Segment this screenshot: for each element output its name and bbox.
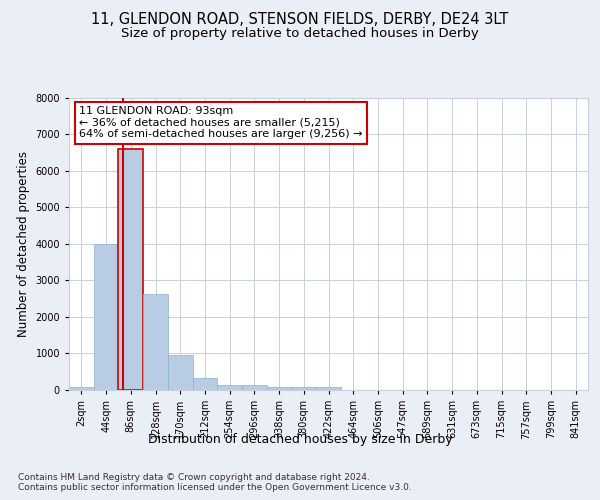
Text: 11, GLENDON ROAD, STENSON FIELDS, DERBY, DE24 3LT: 11, GLENDON ROAD, STENSON FIELDS, DERBY,… xyxy=(91,12,509,28)
Text: Distribution of detached houses by size in Derby: Distribution of detached houses by size … xyxy=(148,432,452,446)
Text: Contains HM Land Registry data © Crown copyright and database right 2024.
Contai: Contains HM Land Registry data © Crown c… xyxy=(18,472,412,492)
Y-axis label: Number of detached properties: Number of detached properties xyxy=(17,151,30,337)
Text: Size of property relative to detached houses in Derby: Size of property relative to detached ho… xyxy=(121,28,479,40)
Bar xyxy=(217,385,242,390)
Bar xyxy=(292,388,316,390)
Bar xyxy=(267,387,292,390)
Bar xyxy=(143,294,168,390)
Bar xyxy=(94,244,118,390)
Bar xyxy=(69,388,94,390)
Bar xyxy=(193,378,217,390)
Bar xyxy=(168,356,193,390)
Bar xyxy=(118,148,143,390)
Text: 11 GLENDON ROAD: 93sqm
← 36% of detached houses are smaller (5,215)
64% of semi-: 11 GLENDON ROAD: 93sqm ← 36% of detached… xyxy=(79,106,363,140)
Bar xyxy=(242,385,267,390)
Bar xyxy=(316,388,341,390)
